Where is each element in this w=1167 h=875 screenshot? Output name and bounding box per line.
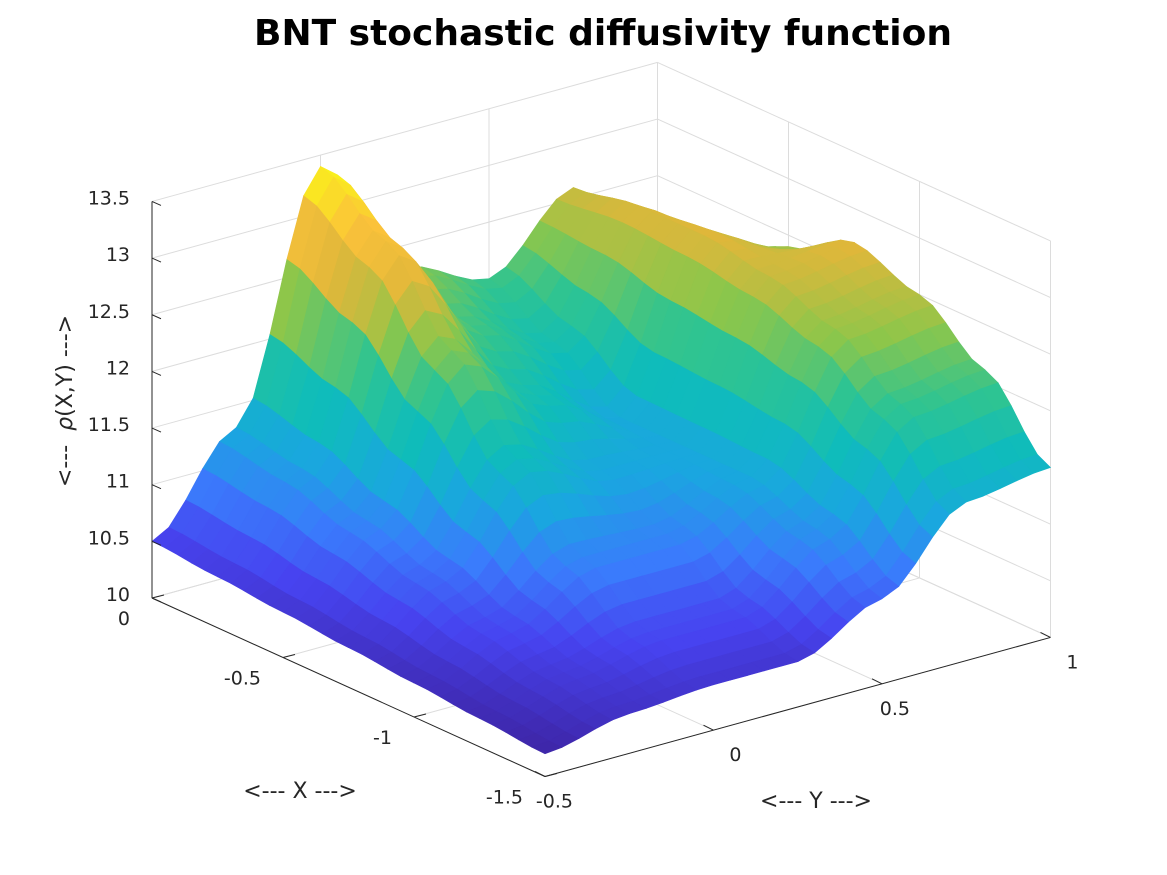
z-tick-mark <box>151 597 162 603</box>
y-axis-label: <--- Y ---> <box>760 789 872 814</box>
z-tick-label: 11 <box>106 471 130 493</box>
z-tick-label: 12 <box>106 357 130 379</box>
z-label-symbol: ρ <box>53 417 78 431</box>
z-tick-label: 10.5 <box>88 527 130 549</box>
z-tick-mark <box>151 257 162 263</box>
y-tick-label: 0.5 <box>880 698 910 720</box>
y-axis-line <box>544 636 1051 777</box>
x-tick-mark <box>413 713 427 718</box>
z-tick-mark <box>151 200 162 206</box>
z-tick-label: 13.5 <box>88 187 130 209</box>
z-tick-mark <box>151 484 162 490</box>
z-tick-mark <box>151 314 162 320</box>
x-tick-label: -0.5 <box>224 668 261 690</box>
x-tick-label: 0 <box>118 608 130 630</box>
y-tick-mark <box>534 771 546 777</box>
axes-edges <box>151 200 1051 777</box>
surface-mesh <box>151 165 1052 755</box>
z-tick-label: 12.5 <box>88 301 130 323</box>
grid-line-z-left-wall <box>151 61 658 202</box>
y-tick-mark <box>703 724 714 731</box>
grid-line-z-left-wall <box>151 118 658 259</box>
x-tick-mark <box>544 773 558 777</box>
z-tick-mark <box>151 370 162 376</box>
y-tick-label: 0 <box>729 744 741 766</box>
x-tick-mark <box>282 654 296 658</box>
surface-patch <box>531 740 563 755</box>
y-tick-mark <box>1040 632 1051 638</box>
x-tick-label: -1.5 <box>486 787 523 809</box>
x-axis-line <box>151 597 546 777</box>
chart-title: BNT stochastic diffusivity function <box>254 13 952 54</box>
z-tick-mark <box>151 540 162 546</box>
y-tick-label: -0.5 <box>536 791 573 813</box>
z-tick-label: 11.5 <box>88 414 130 436</box>
y-tick-label: 1 <box>1066 651 1078 673</box>
x-axis-label: <--- X ---> <box>243 779 357 804</box>
z-tick-label: 10 <box>106 584 130 606</box>
y-tick-mark <box>871 678 883 685</box>
grid-line-z-right-wall <box>657 118 1051 299</box>
x-tick-mark <box>151 594 165 599</box>
z-label-prefix: <--- <box>53 431 78 487</box>
x-tick-label: -1 <box>373 727 392 749</box>
z-tick-mark <box>151 427 162 433</box>
z-axis-label: <--- ρ(X,Y) ---> <box>53 315 78 487</box>
z-label-suffix: (X,Y) ---> <box>53 315 78 417</box>
z-tick-label: 13 <box>106 244 130 266</box>
grid-line-z-right-wall <box>657 61 1051 242</box>
